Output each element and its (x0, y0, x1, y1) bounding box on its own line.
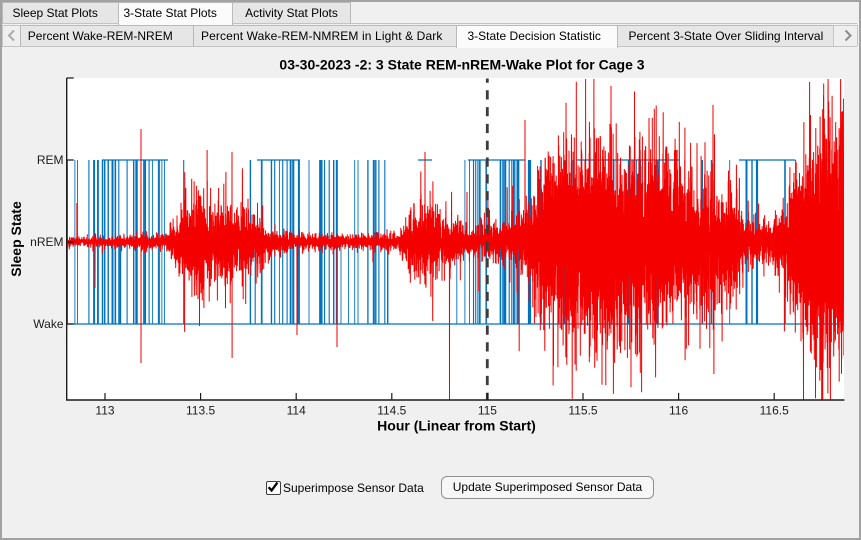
svg-text:nREM: nREM (30, 235, 63, 249)
svg-text:116.5: 116.5 (760, 404, 789, 418)
svg-text:115: 115 (478, 404, 497, 418)
svg-text:115.5: 115.5 (568, 404, 597, 418)
svg-text:Sleep State: Sleep State (8, 201, 24, 277)
svg-text:114: 114 (287, 404, 306, 418)
svg-text:113: 113 (95, 404, 114, 418)
svg-text:Hour (Linear from Start): Hour (Linear from Start) (377, 418, 536, 434)
svg-text:114.5: 114.5 (377, 404, 406, 418)
svg-text:113.5: 113.5 (186, 404, 215, 418)
svg-text:REM: REM (37, 153, 64, 167)
svg-text:03-30-2023 -2: 3 State REM-nRE: 03-30-2023 -2: 3 State REM-nREM-Wake Plo… (279, 57, 644, 73)
svg-text:116: 116 (669, 404, 688, 418)
svg-text:Wake: Wake (33, 317, 64, 331)
